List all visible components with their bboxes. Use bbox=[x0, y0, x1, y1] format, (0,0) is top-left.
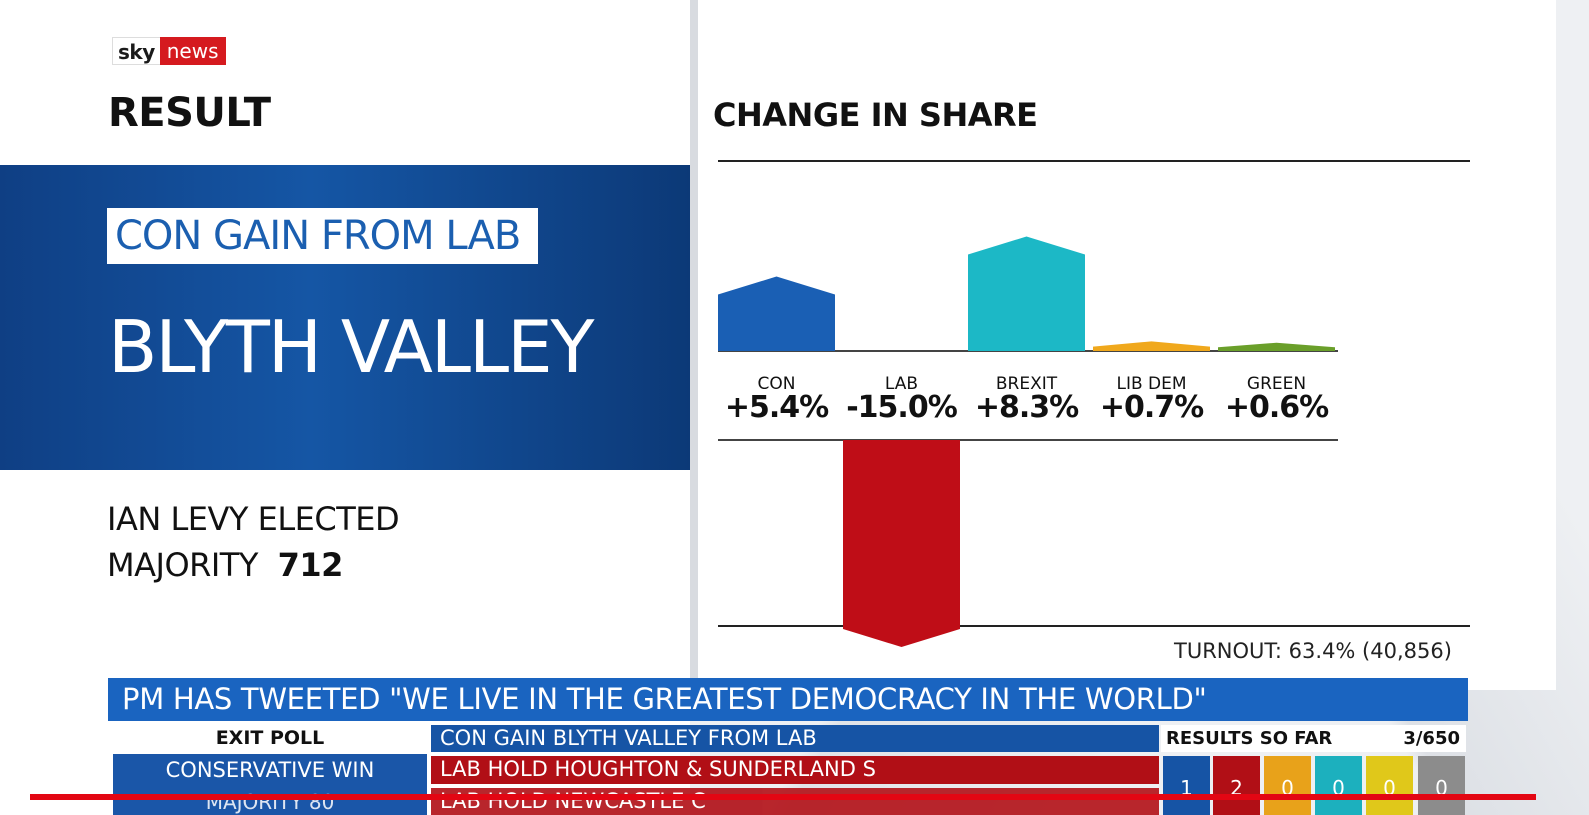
sky-news-logo: sky news bbox=[112, 37, 226, 65]
value-label: +5.4% bbox=[725, 390, 829, 425]
category-label: BREXIT bbox=[996, 374, 1058, 394]
turnout-text: TURNOUT: 63.4% (40,856) bbox=[1174, 639, 1452, 663]
bar-lab bbox=[843, 440, 960, 647]
category-label: LAB bbox=[885, 374, 918, 394]
party-tally: 2 bbox=[1213, 756, 1260, 815]
majority-value: 712 bbox=[277, 546, 344, 584]
party-tally: 1 bbox=[1163, 756, 1210, 815]
result-feed-row: LAB HOLD NEWCASTLE C bbox=[431, 788, 1159, 815]
party-tally: 0 bbox=[1315, 756, 1362, 815]
news-ticker: PM HAS TWEETED "WE LIVE IN THE GREATEST … bbox=[108, 678, 1468, 721]
value-label: +0.7% bbox=[1100, 390, 1204, 425]
result-feed-row: LAB HOLD HOUGHTON & SUNDERLAND S bbox=[431, 756, 1159, 784]
exit-poll-line2: MAJORITY 80 bbox=[205, 790, 335, 814]
exit-poll-header: EXIT POLL bbox=[113, 725, 427, 752]
results-so-far-label: RESULTS SO FAR bbox=[1166, 728, 1333, 749]
majority-label: MAJORITY bbox=[107, 546, 258, 584]
category-label: GREEN bbox=[1247, 374, 1306, 394]
bar-lib-dem bbox=[1093, 341, 1210, 351]
category-label: LIB DEM bbox=[1116, 374, 1186, 394]
party-tally: 0 bbox=[1366, 756, 1413, 815]
party-tally: 0 bbox=[1418, 756, 1465, 815]
exit-poll-line1: CONSERVATIVE WIN bbox=[165, 758, 375, 782]
result-title: RESULT bbox=[108, 90, 271, 136]
panel-divider bbox=[690, 0, 698, 690]
results-so-far-count: 3/650 bbox=[1403, 728, 1460, 749]
majority-line: MAJORITY 712 bbox=[107, 546, 343, 584]
bar-brexit bbox=[968, 236, 1085, 351]
constituency-name: BLYTH VALLEY bbox=[108, 305, 595, 389]
value-label: +0.6% bbox=[1225, 390, 1329, 425]
change-in-share-chart: CON+5.4% LAB-15.0% BREXIT+8.3% LIB DEM+0.7%… bbox=[718, 160, 1470, 647]
bar-con bbox=[718, 276, 835, 351]
chart-title: CHANGE IN SHARE bbox=[713, 96, 1038, 134]
logo-news-text: news bbox=[159, 37, 226, 65]
party-tally: 0 bbox=[1264, 756, 1311, 815]
progress-redline bbox=[30, 794, 1536, 800]
value-label: +8.3% bbox=[975, 390, 1079, 425]
exit-poll-body: CONSERVATIVE WIN MAJORITY 80 bbox=[113, 754, 427, 815]
elected-text: IAN LEVY ELECTED bbox=[107, 500, 400, 538]
category-label: CON bbox=[758, 374, 796, 394]
results-so-far-header: RESULTS SO FAR 3/650 bbox=[1161, 725, 1466, 752]
result-feed-row: CON GAIN BLYTH VALLEY FROM LAB bbox=[431, 725, 1159, 752]
gain-badge: CON GAIN FROM LAB bbox=[107, 208, 539, 264]
value-label: -15.0% bbox=[846, 390, 957, 425]
bar-green bbox=[1218, 342, 1335, 351]
logo-sky-text: sky bbox=[112, 37, 160, 65]
